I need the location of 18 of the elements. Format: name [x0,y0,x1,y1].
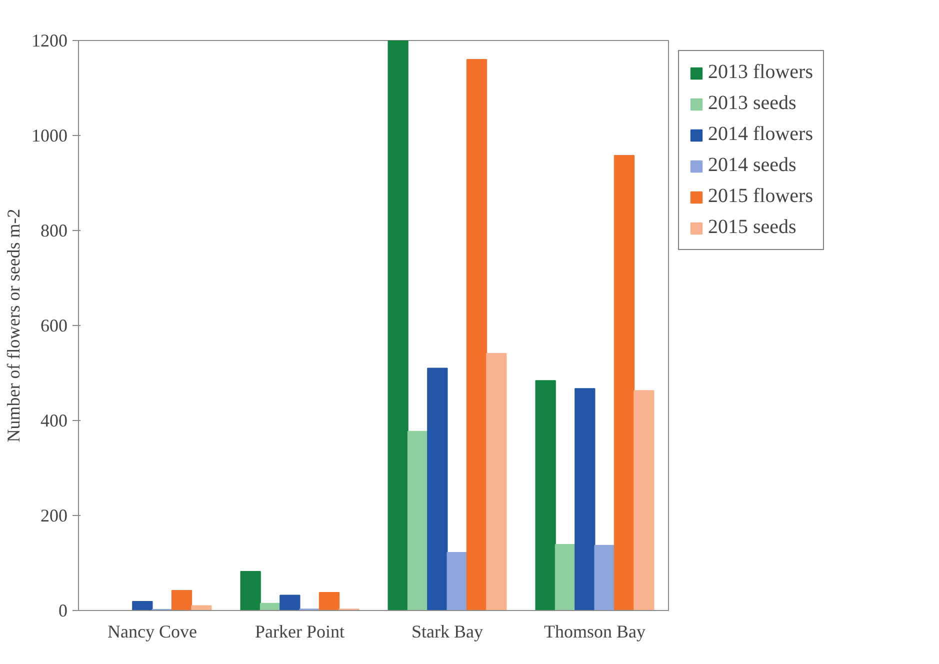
legend-label: 2015 seeds [708,216,796,239]
y-tick-label: 0 [58,600,68,620]
legend-label: 2013 flowers [708,61,813,84]
y-tick-label: 200 [40,506,68,526]
legend-label: 2014 flowers [708,123,813,146]
y-tick-label: 400 [40,410,68,430]
x-tick-label: Thomson Bay [544,622,646,642]
x-tick-label: Parker Point [255,622,345,642]
y-axis-title: Number of flowers or seeds m-2 [4,208,24,442]
legend-label: 2014 seeds [708,154,796,177]
y-tick-label: 1200 [32,30,68,50]
y-tick-label: 800 [40,220,68,240]
y-tick-label: 600 [40,316,68,336]
legend-label: 2013 seeds [708,92,796,115]
x-tick-label: Stark Bay [412,622,484,642]
legend-label: 2015 flowers [708,185,813,208]
x-tick-label: Nancy Cove [108,622,197,642]
y-tick-label: 1000 [32,126,68,146]
